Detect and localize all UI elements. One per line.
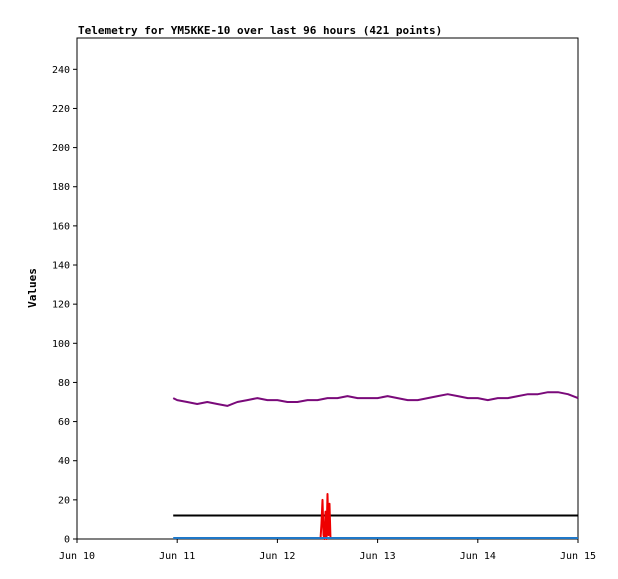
x-tick-label: Jun 10	[59, 551, 95, 562]
x-tick-label: Jun 14	[460, 551, 496, 562]
series-line-3	[319, 493, 332, 540]
y-tick-label: 40	[58, 456, 70, 467]
y-tick-label: 60	[58, 417, 70, 428]
y-tick-label: 200	[52, 143, 70, 154]
y-tick-label: 120	[52, 300, 70, 311]
y-tick-label: 100	[52, 339, 70, 350]
y-axis: 0 20 40 60 80 100 120 140 160 180 200 220 240	[52, 65, 77, 546]
y-tick-label: 80	[58, 378, 70, 389]
plot-area-frame	[76, 37, 579, 540]
y-tick-label: 180	[52, 182, 70, 193]
y-tick-label: 140	[52, 261, 70, 272]
series-layer	[172, 391, 579, 540]
x-tick-label: Jun 13	[360, 551, 396, 562]
chart-title: Telemetry for YM5KKE-10 over last 96 hou…	[78, 24, 442, 37]
y-axis-label: Values	[26, 268, 39, 308]
y-tick-label: 160	[52, 221, 70, 232]
x-tick-label: Jun 12	[259, 551, 295, 562]
y-tick-label: 0	[64, 535, 70, 546]
x-tick-label: Jun 11	[159, 551, 195, 562]
x-tick-label: Jun 15	[560, 551, 596, 562]
y-tick-label: 20	[58, 495, 70, 506]
y-tick-label: 220	[52, 104, 70, 115]
series-line-1	[172, 391, 579, 407]
x-axis: Jun 10 Jun 11 Jun 12 Jun 13 Jun 14 Jun 15	[59, 539, 596, 562]
y-tick-label: 240	[52, 65, 70, 76]
